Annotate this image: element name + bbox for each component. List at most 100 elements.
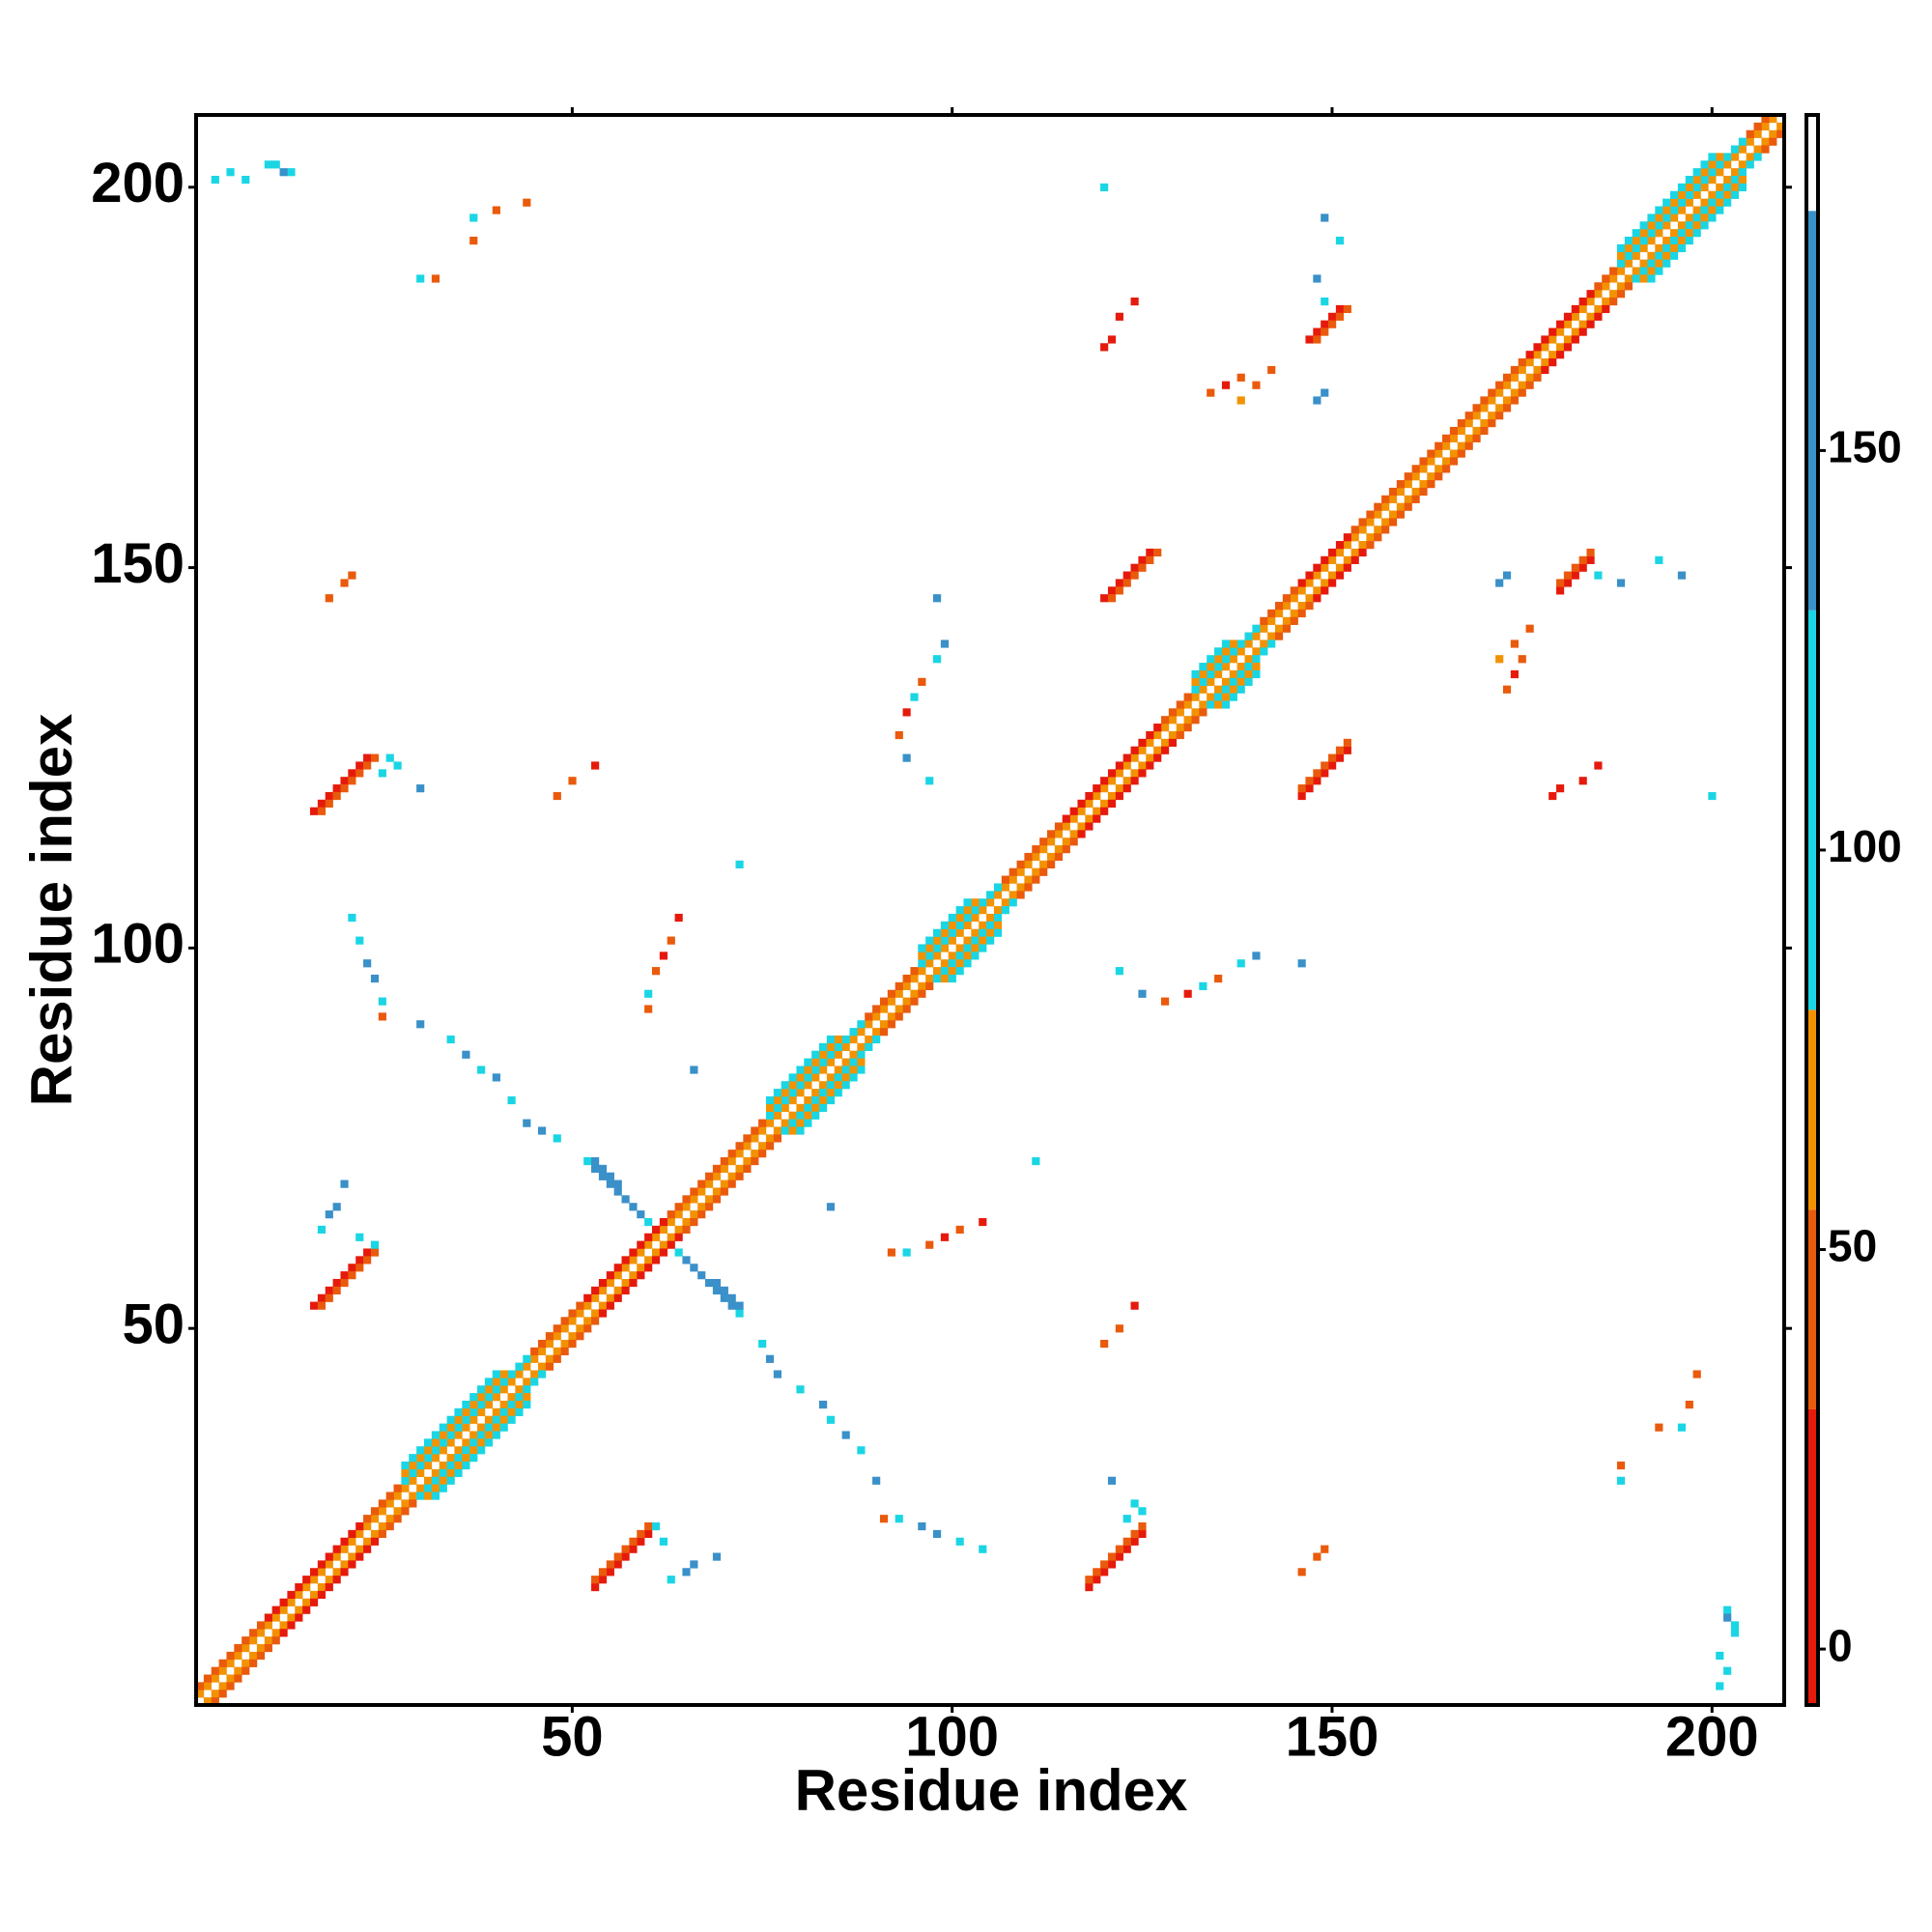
heatmap-cell [773,1111,781,1120]
heatmap-cell [1374,502,1382,511]
heatmap-cell [834,1089,842,1097]
heatmap-cell [918,944,926,952]
heatmap-cell [1632,243,1640,253]
heatmap-cell [1191,708,1200,717]
heatmap-cell [1236,685,1245,694]
heatmap-cell [492,1393,500,1402]
heatmap-cell [462,1050,470,1059]
heatmap-cell [317,799,327,808]
heatmap-cell [431,1446,440,1455]
heatmap-cell [1032,1156,1040,1166]
heatmap-cell [1533,373,1542,382]
heatmap-cell [1069,814,1078,823]
heatmap-cell [751,1134,759,1143]
heatmap-cell [1716,206,1724,214]
heatmap-cell [659,1240,668,1249]
heatmap-cell [1207,663,1215,671]
heatmap-cell [872,1035,881,1044]
heatmap-cell [1655,213,1663,222]
heatmap-cell [348,1529,356,1539]
heatmap-cell [1533,365,1542,375]
heatmap-cell [1199,669,1208,679]
heatmap-cell [1122,571,1131,580]
heatmap-cell [560,1317,569,1325]
heatmap-cell [340,777,349,785]
heatmap-cell [1229,685,1237,694]
heatmap-cell [1449,457,1459,466]
heatmap-cell [629,1271,638,1280]
heatmap-cell [325,1210,333,1219]
heatmap-cell [393,1484,402,1492]
heatmap-cell [355,1256,364,1264]
heatmap-cell [1335,746,1345,754]
heatmap-cell [993,891,1003,899]
heatmap-cell [1350,555,1359,564]
heatmap-cell [1290,594,1298,603]
heatmap-cell [1639,243,1648,253]
heatmap-cell [416,1484,425,1492]
heatmap-cell [469,1415,478,1424]
heatmap-cell [325,1582,333,1592]
heatmap-cell [1032,875,1040,884]
heatmap-cell [1207,700,1215,709]
heatmap-cell [674,1210,683,1219]
heatmap-cell [1350,533,1359,542]
heatmap-cell [895,730,903,740]
heatmap-cell [1282,594,1292,603]
heatmap-cell [895,1012,903,1021]
heatmap-cell [1297,602,1306,611]
heatmap-cell [621,1256,630,1264]
heatmap-cell [727,1150,736,1158]
heatmap-cell [613,1271,622,1280]
colorbar-tick-label: 0 [1828,1620,1853,1670]
heatmap-cell [1122,784,1131,793]
heatmap-cell [1411,495,1420,503]
heatmap-cell [1464,412,1473,420]
heatmap-cell [332,791,341,801]
heatmap-cell [872,1476,881,1485]
heatmap-cell [819,1103,828,1113]
heatmap-cell [1738,168,1747,177]
heatmap-cell [446,1431,455,1439]
heatmap-cell [1297,586,1306,595]
heatmap-cell [758,1339,767,1349]
heatmap-cell [1677,190,1687,199]
heatmap-cell [530,1370,539,1378]
heatmap-cell [287,1621,296,1630]
heatmap-cell [264,1621,272,1630]
heatmap-cell [1107,335,1117,344]
heatmap-cell [606,1278,614,1288]
heatmap-cell [1093,807,1101,815]
heatmap-cell [1541,365,1549,375]
heatmap-cell [1244,669,1253,679]
heatmap-cell [1624,282,1633,291]
heatmap-cell [1411,472,1420,481]
heatmap-cell [211,1674,219,1683]
heatmap-cell [226,1651,235,1661]
heatmap-cell [1677,237,1687,245]
heatmap-cell [1670,229,1679,238]
heatmap-cell [1138,1529,1147,1539]
heatmap-cell [462,1438,470,1447]
heatmap-cell [271,160,280,169]
heatmap-cell [1130,563,1139,572]
colorbar-band [1806,211,1818,611]
heatmap-cell [1639,221,1648,230]
heatmap-cell [1502,685,1512,694]
heatmap-cell [1662,206,1671,214]
heatmap-cell [423,1492,433,1500]
heatmap-cell [1335,548,1345,557]
heatmap-cell [796,1126,805,1135]
heatmap-cell [1252,647,1261,656]
heatmap-cell [1282,624,1292,633]
heatmap-cell [865,1042,873,1051]
heatmap-cell [697,1203,706,1211]
heatmap-cell [591,1576,600,1584]
heatmap-cell [758,1142,767,1151]
heatmap-cell [674,1225,683,1235]
heatmap-cell [705,1195,714,1204]
heatmap-cell [439,1461,447,1470]
heatmap-cell [431,1454,440,1463]
heatmap-cell [659,1217,668,1227]
heatmap-cell [857,1050,866,1059]
